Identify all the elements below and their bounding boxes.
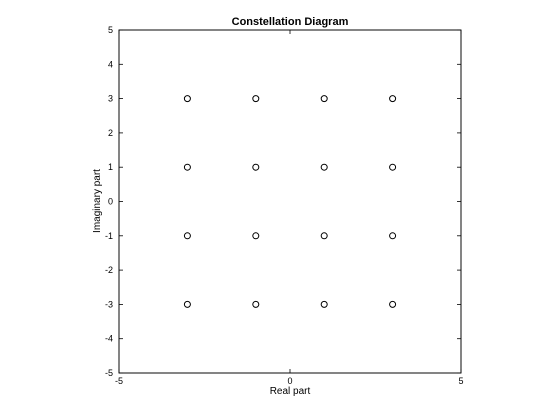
y-tick-label: 4 [108,59,113,69]
data-point [252,232,260,240]
y-tick-label: -3 [105,299,113,309]
data-point [252,95,260,103]
plot-frame-outline [118,29,462,374]
data-point [252,300,260,308]
tick-labels: 5 4 3 2 1 0 -1 -2 -3 -4 -5-5 0 5 [105,25,464,386]
y-axis-label: Imaginary part [92,169,103,233]
data-point [252,163,260,171]
y-tick-label: -4 [105,334,113,344]
plot-frame [118,29,462,374]
x-tick-label: 0 [287,376,292,386]
data-points [183,95,397,308]
x-tick-label: 5 [458,376,463,386]
data-point [389,163,397,171]
y-tick-label: 0 [108,197,113,207]
data-point [389,300,397,308]
data-point [320,95,328,103]
x-tick-label: -5 [115,376,123,386]
data-point [183,232,191,240]
y-tick-label: 5 [108,25,113,35]
y-tick-label: -1 [105,231,113,241]
plot-area-box [118,29,462,374]
y-tick-label: 1 [108,162,113,172]
data-point [320,232,328,240]
data-point [183,163,191,171]
y-tick-label: -2 [105,265,113,275]
y-tick-label: 3 [108,94,113,104]
data-point [320,300,328,308]
tick-marks [118,29,462,374]
y-tick-label: -5 [105,368,113,378]
data-point [183,95,191,103]
chart-title: Constellation Diagram [232,16,349,28]
data-point [320,163,328,171]
data-point [389,232,397,240]
data-point [389,95,397,103]
x-axis-label: Real part [270,386,311,397]
data-point [183,300,191,308]
y-tick-label: 2 [108,128,113,138]
